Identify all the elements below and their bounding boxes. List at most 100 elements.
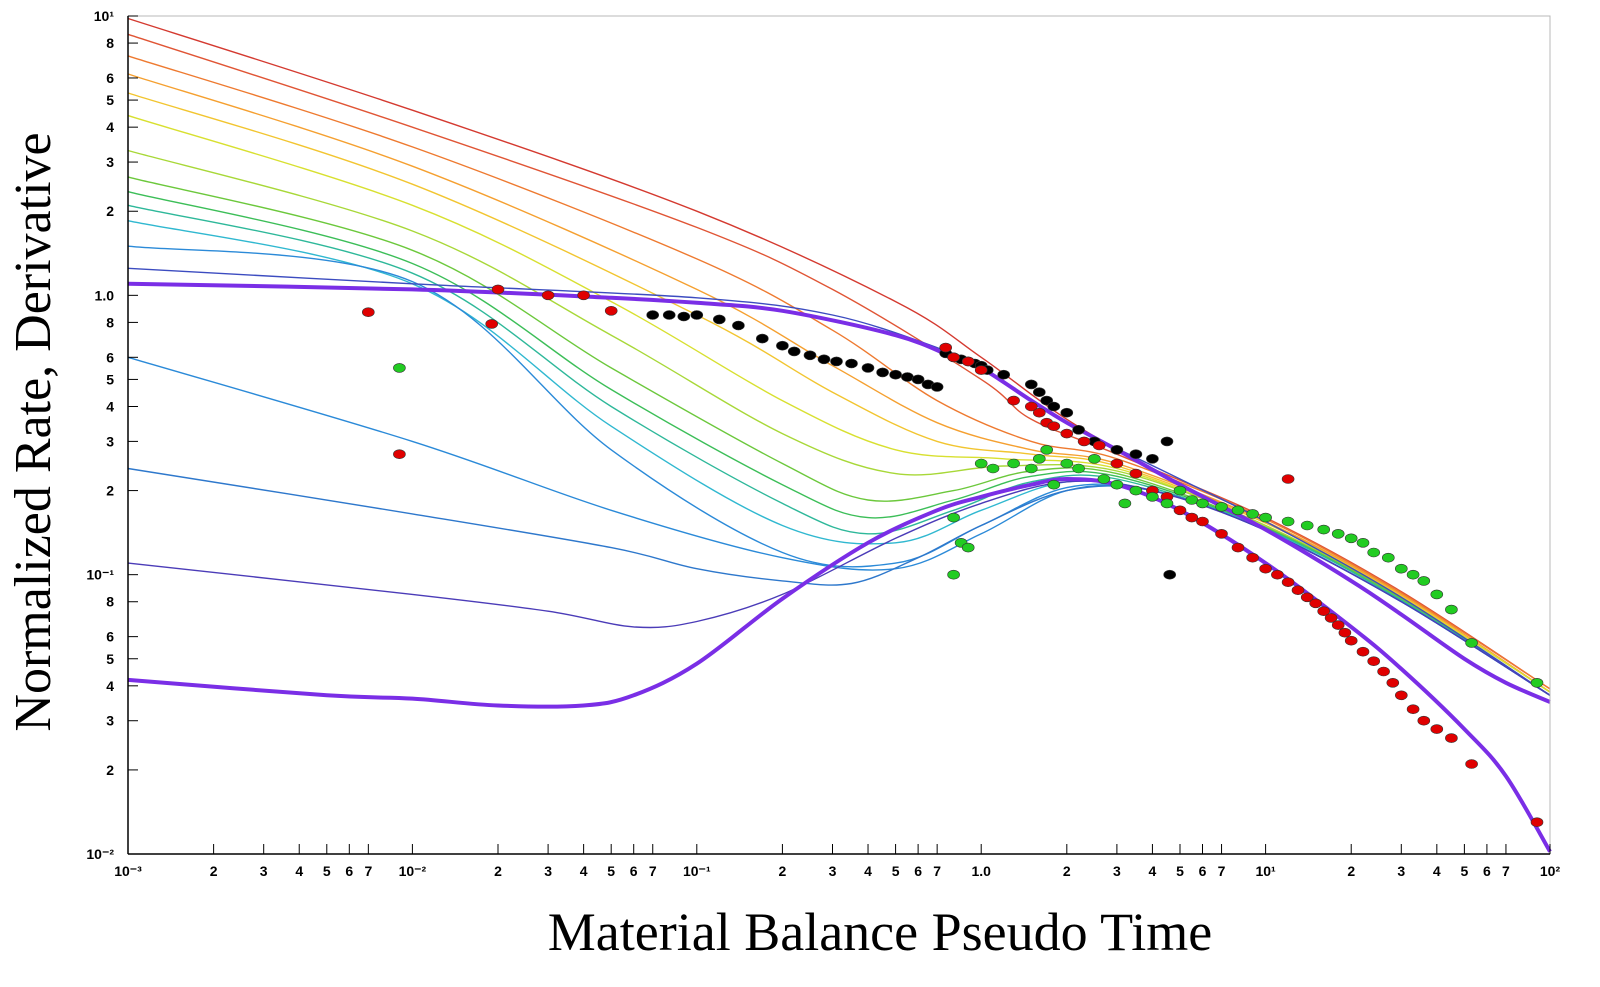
y-tick-label: 6 (106, 70, 114, 86)
x-tick-label: 3 (260, 863, 268, 879)
green-data-point (1331, 528, 1345, 539)
x-tick-label: 4 (864, 863, 872, 879)
x-tick-label: 4 (1433, 863, 1441, 879)
red-data-point (1129, 468, 1143, 479)
red-data-point (577, 290, 590, 301)
type-curve-stem-15 (127, 467, 1551, 696)
red-data-point (1110, 458, 1124, 469)
y-tick-label: 4 (106, 398, 114, 414)
red-data-point (1291, 585, 1305, 596)
red-data-point (1395, 690, 1408, 701)
x-tick-label: 10⁻³ (114, 863, 142, 879)
type-curves (127, 17, 1551, 696)
x-tick-label: 3 (829, 863, 837, 879)
red-data-point (947, 352, 960, 363)
y-tick-label: 2 (106, 483, 114, 499)
black-data-point (845, 358, 858, 369)
green-data-point (1281, 516, 1295, 527)
type-curve-stem-10 (127, 204, 1551, 696)
x-tick-label: 7 (364, 863, 372, 879)
black-data-point (997, 369, 1011, 380)
black-data-point (787, 346, 801, 357)
green-data-point (1110, 479, 1124, 490)
black-data-point (646, 310, 660, 320)
red-data-point (1406, 704, 1420, 715)
green-data-point (947, 512, 960, 523)
type-curve-stem-7 (127, 149, 1551, 696)
black-data-point (732, 320, 745, 331)
black-data-point (662, 310, 676, 320)
green-data-point (1215, 501, 1228, 512)
black-data-point (1110, 444, 1124, 455)
red-data-point (1430, 724, 1444, 734)
red-data-point (961, 356, 975, 367)
red-data-point (1092, 440, 1106, 451)
y-tick-label: 8 (106, 35, 114, 51)
green-data-point (1382, 552, 1395, 563)
red-data-point (1367, 656, 1380, 667)
green-data-point (1367, 547, 1380, 558)
red-data-point (1331, 620, 1345, 630)
red-data-point (1281, 474, 1295, 484)
x-tick-label: 2 (210, 863, 218, 879)
black-data-point (677, 311, 691, 322)
type-curve-stem-4 (127, 73, 1551, 693)
red-data-point (1309, 598, 1322, 609)
y-tick-label: 4 (106, 119, 114, 135)
green-data-point (1530, 677, 1544, 688)
x-tick-label: 5 (1176, 863, 1184, 879)
x-tick-label: 4 (295, 863, 303, 879)
black-data-point (1146, 453, 1159, 464)
black-data-point (1040, 395, 1053, 406)
y-tick-label: 3 (106, 154, 114, 170)
red-data-point (1530, 817, 1544, 828)
green-data-point (1146, 491, 1159, 502)
y-tick-label: 10⁻¹ (86, 567, 114, 583)
green-data-point (1007, 458, 1020, 469)
red-data-point (1231, 542, 1245, 553)
red-data-point (1060, 428, 1074, 439)
x-tick-label: 5 (323, 863, 331, 879)
x-tick-label: 5 (1460, 863, 1468, 879)
red-data-point (1271, 569, 1284, 580)
green-data-point (961, 542, 975, 553)
black-data-point (755, 333, 769, 344)
black-data-point (803, 350, 817, 361)
x-axis-ticks: 10⁻³ 2 3 4 5 6 7 10⁻² 2 3 4 5 6 7 10⁻¹ 2 3 4 5 6 7 1.0 2 3 4 5 6 7 1… (114, 844, 1560, 879)
black-data-point (1163, 569, 1176, 580)
x-tick-label: 2 (494, 863, 502, 879)
green-data-point (1231, 505, 1245, 516)
red-data-point (491, 284, 505, 295)
x-tick-label: 1.0 (971, 863, 991, 879)
green-data-point (974, 458, 988, 469)
black-data-point (776, 340, 789, 351)
red-data-point (1185, 512, 1199, 523)
red-data-point (1033, 407, 1046, 418)
green-data-point (1118, 498, 1132, 509)
red-data-point (1196, 516, 1209, 527)
type-curve-stem-13 (127, 267, 1551, 696)
y-tick-label: 5 (106, 371, 114, 387)
y-tick-label: 5 (106, 92, 114, 108)
green-data-point (1072, 463, 1085, 474)
x-tick-label: 7 (649, 863, 657, 879)
red-data-point (393, 449, 406, 460)
x-tick-label: 4 (1149, 863, 1157, 879)
green-data-point (1406, 569, 1420, 580)
y-tick-label: 10¹ (94, 8, 115, 24)
green-data-point (1047, 479, 1061, 490)
black-data-point (1033, 387, 1046, 398)
red-data-point (1324, 613, 1338, 623)
green-data-point (1173, 485, 1187, 496)
x-axis-label: Material Balance Pseudo Time (548, 902, 1212, 962)
green-data-point (986, 463, 1000, 474)
x-tick-label: 10² (1540, 863, 1561, 879)
red-data-point (1025, 401, 1038, 412)
black-data-point (1160, 436, 1174, 447)
x-tick-label: 7 (933, 863, 941, 879)
green-data-point (947, 569, 960, 580)
rate-type-curve (127, 281, 1551, 704)
red-data-point (541, 290, 555, 301)
black-data-point (1072, 424, 1085, 435)
